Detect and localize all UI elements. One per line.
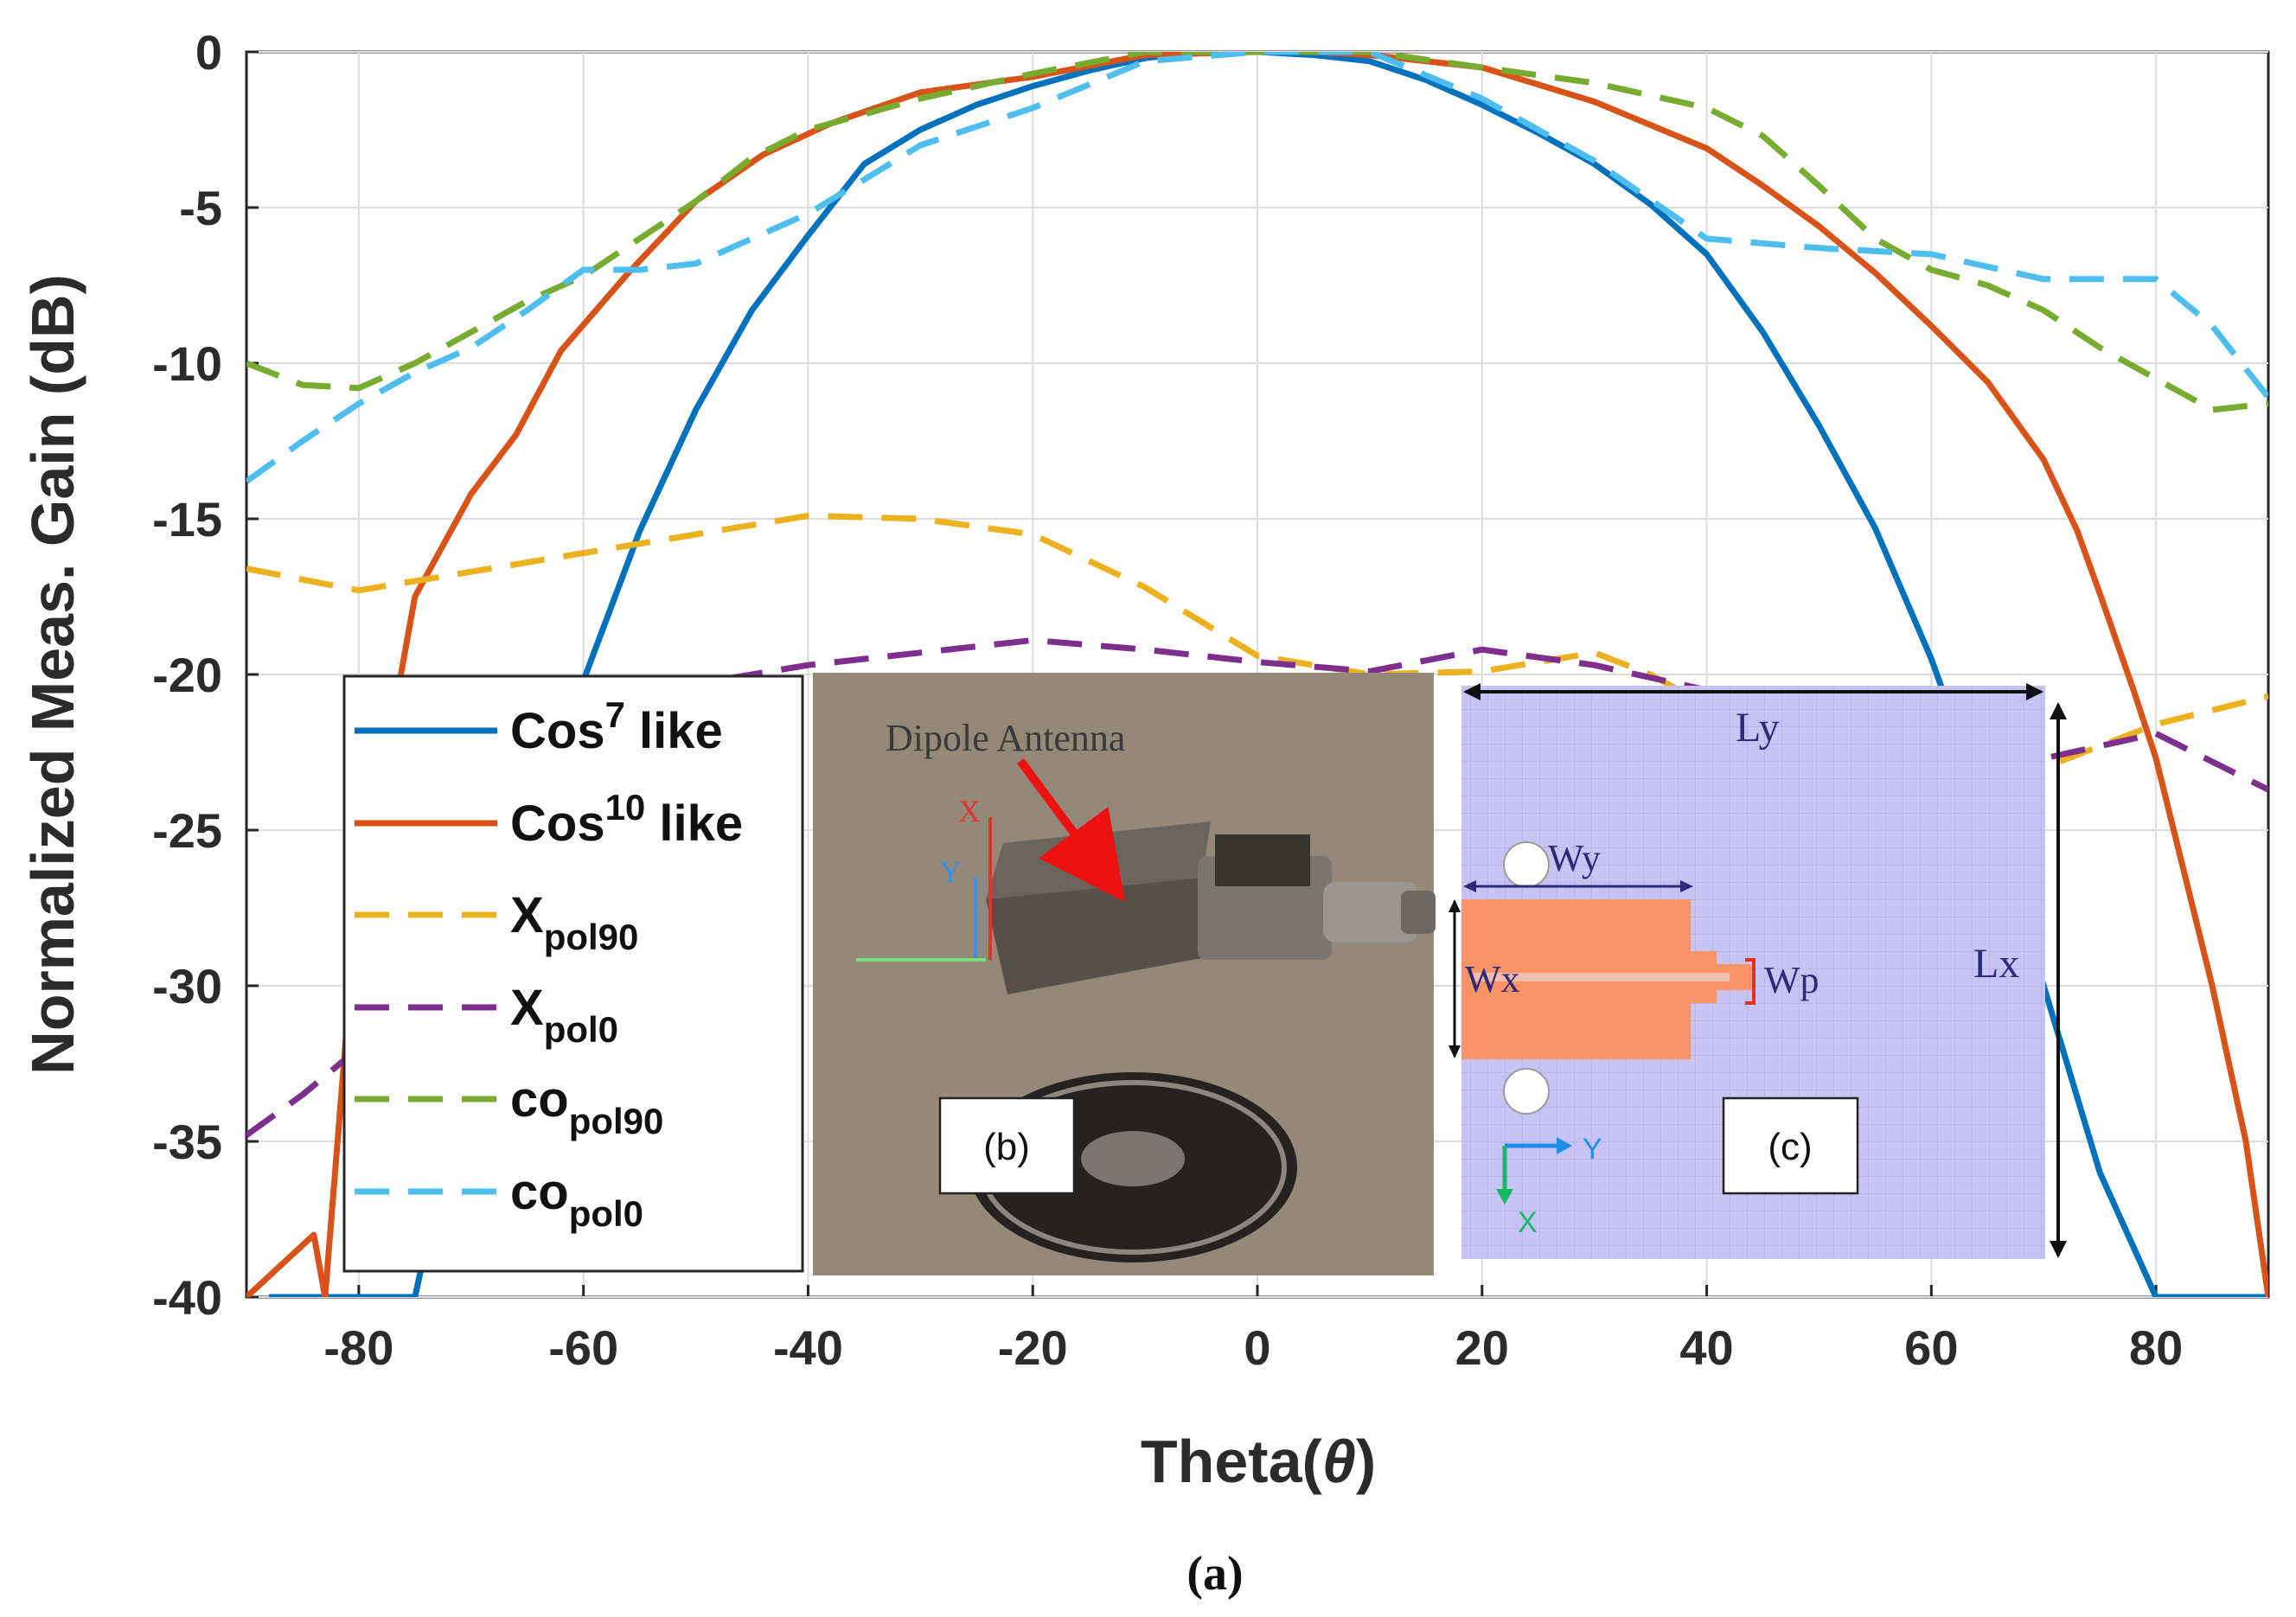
legend-label-xpol0: Xpol0	[510, 980, 618, 1050]
photo-y-axis-label: Y	[939, 854, 962, 889]
inset-b-photo: X Y Dipole Antenna (b)	[813, 673, 1436, 1275]
layout-y-arrowhead	[1557, 1137, 1572, 1154]
panel-b-label-box	[938, 1096, 1076, 1195]
y-tick-label: -30	[152, 959, 222, 1013]
dipole-antenna-annotation: Dipole Antenna	[886, 717, 1125, 759]
mounting-hole-bottom	[1503, 1068, 1550, 1115]
sma-connector-plate	[1215, 834, 1310, 886]
x-tick-label: -60	[548, 1320, 618, 1375]
panel-c-label: (c)	[1768, 1126, 1812, 1168]
series-line-cos10	[246, 52, 2268, 1297]
annotation-arrow	[1016, 758, 1125, 903]
wx-label: Wx	[1465, 958, 1520, 1000]
series-line-copol0	[246, 52, 2268, 484]
legend-label-xpol90: Xpol90	[510, 887, 638, 957]
x-tick-label: -40	[773, 1320, 843, 1375]
layout-x-arrowhead	[1496, 1189, 1513, 1205]
legend-label-cos7: Cos7 like	[510, 694, 723, 759]
coin-center	[1081, 1131, 1185, 1186]
legend-label-cos10: Cos10 like	[510, 787, 743, 852]
x-tick-label: 20	[1455, 1320, 1509, 1375]
sma-connector-tip	[1401, 891, 1436, 934]
y-tick-label: -15	[152, 492, 222, 546]
y-tick-label: -20	[152, 648, 222, 702]
y-tick-label: -40	[152, 1270, 222, 1325]
x-tick-label: -80	[323, 1320, 393, 1375]
y-tick-label: -5	[179, 181, 222, 235]
legend-label-copol0: copol0	[510, 1164, 643, 1234]
y-tick-label: -35	[152, 1115, 222, 1169]
layout-y-axis-label: Y	[1583, 1133, 1602, 1166]
antenna-board	[986, 878, 1215, 994]
x-tick-label: 40	[1679, 1320, 1733, 1375]
inset-c-layout: Ly Lx Wy Wx Wp Y X (c)	[1449, 683, 2067, 1259]
photo-x-axis-label: X	[958, 794, 981, 828]
wy-label: Wy	[1548, 837, 1601, 879]
wp-label: Wp	[1764, 959, 1820, 1001]
x-tick-label: 60	[1904, 1320, 1958, 1375]
series-line-copol90	[246, 52, 2268, 413]
legend-box	[342, 674, 804, 1273]
x-axis-label: Theta(θ)	[1141, 1428, 1376, 1495]
layout-x-axis-label: X	[1518, 1206, 1538, 1239]
sma-connector-thread	[1323, 882, 1418, 943]
legend-label-copol90: copol90	[510, 1071, 663, 1141]
mounting-hole-top	[1503, 841, 1550, 888]
x-tick-label: 0	[1244, 1320, 1270, 1375]
y-tick-label: -10	[152, 336, 222, 391]
lx-label: Lx	[1973, 941, 2019, 987]
x-tick-label: 80	[2129, 1320, 2183, 1375]
panel-b-label: (b)	[983, 1126, 1030, 1168]
x-axis-ticks: -80 -60 -40 -20 0 20 40 60 80	[323, 1320, 2183, 1375]
figure-caption: (a)	[1186, 1547, 1243, 1601]
y-tick-label: 0	[195, 25, 222, 80]
x-tick-label: -20	[998, 1320, 1068, 1375]
wp-bracket	[1745, 958, 1756, 1005]
y-tick-label: -25	[152, 803, 222, 858]
panel-c-label-box	[1722, 1096, 1859, 1195]
legend: Cos7 like Cos10 like Xpol90 Xpol0 copol90 cop…	[342, 674, 804, 1273]
y-axis-label: Normalized Meas. Gain (dB)	[19, 274, 86, 1075]
y-axis-ticks: 0 -5 -10 -15 -20 -25 -30 -35 -40	[152, 25, 222, 1325]
ly-label: Ly	[1736, 705, 1780, 751]
